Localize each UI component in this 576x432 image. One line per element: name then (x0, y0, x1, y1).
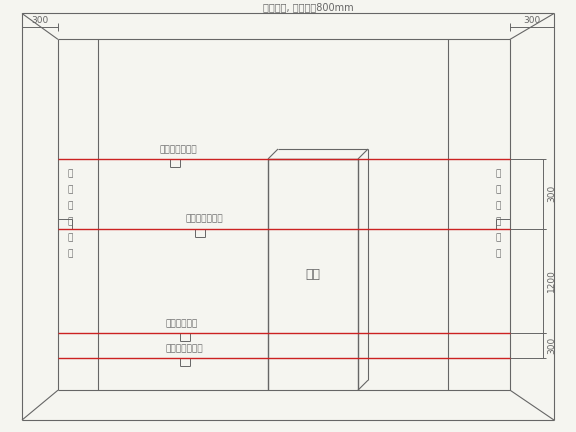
Text: 300: 300 (524, 16, 541, 25)
Text: 1200: 1200 (547, 270, 556, 292)
Text: 角: 角 (67, 201, 73, 210)
Text: 标: 标 (495, 217, 501, 226)
Text: 完成地面标高线: 完成地面标高线 (165, 344, 203, 353)
Text: 阴: 阴 (495, 169, 501, 178)
Text: 线: 线 (495, 249, 501, 258)
Text: 准: 准 (495, 233, 501, 242)
Text: 准: 准 (67, 233, 73, 242)
Text: 踢脚线标准线: 踢脚线标准线 (165, 319, 197, 328)
Text: 300: 300 (31, 16, 48, 25)
Text: 300: 300 (547, 185, 556, 203)
Text: 标: 标 (67, 217, 73, 226)
Text: 施工水平标准线: 施工水平标准线 (185, 215, 223, 224)
Text: 阳: 阳 (495, 185, 501, 194)
Text: 角: 角 (495, 201, 501, 210)
Text: 门洞: 门洞 (305, 268, 320, 281)
Text: 线: 线 (67, 249, 73, 258)
Text: 阳: 阳 (67, 185, 73, 194)
Text: 300: 300 (547, 337, 556, 354)
Text: 阴: 阴 (67, 169, 73, 178)
Text: 门头水平标准线: 门头水平标准线 (160, 145, 198, 154)
Text: 模板间距, 且不小于800mm: 模板间距, 且不小于800mm (263, 3, 353, 13)
